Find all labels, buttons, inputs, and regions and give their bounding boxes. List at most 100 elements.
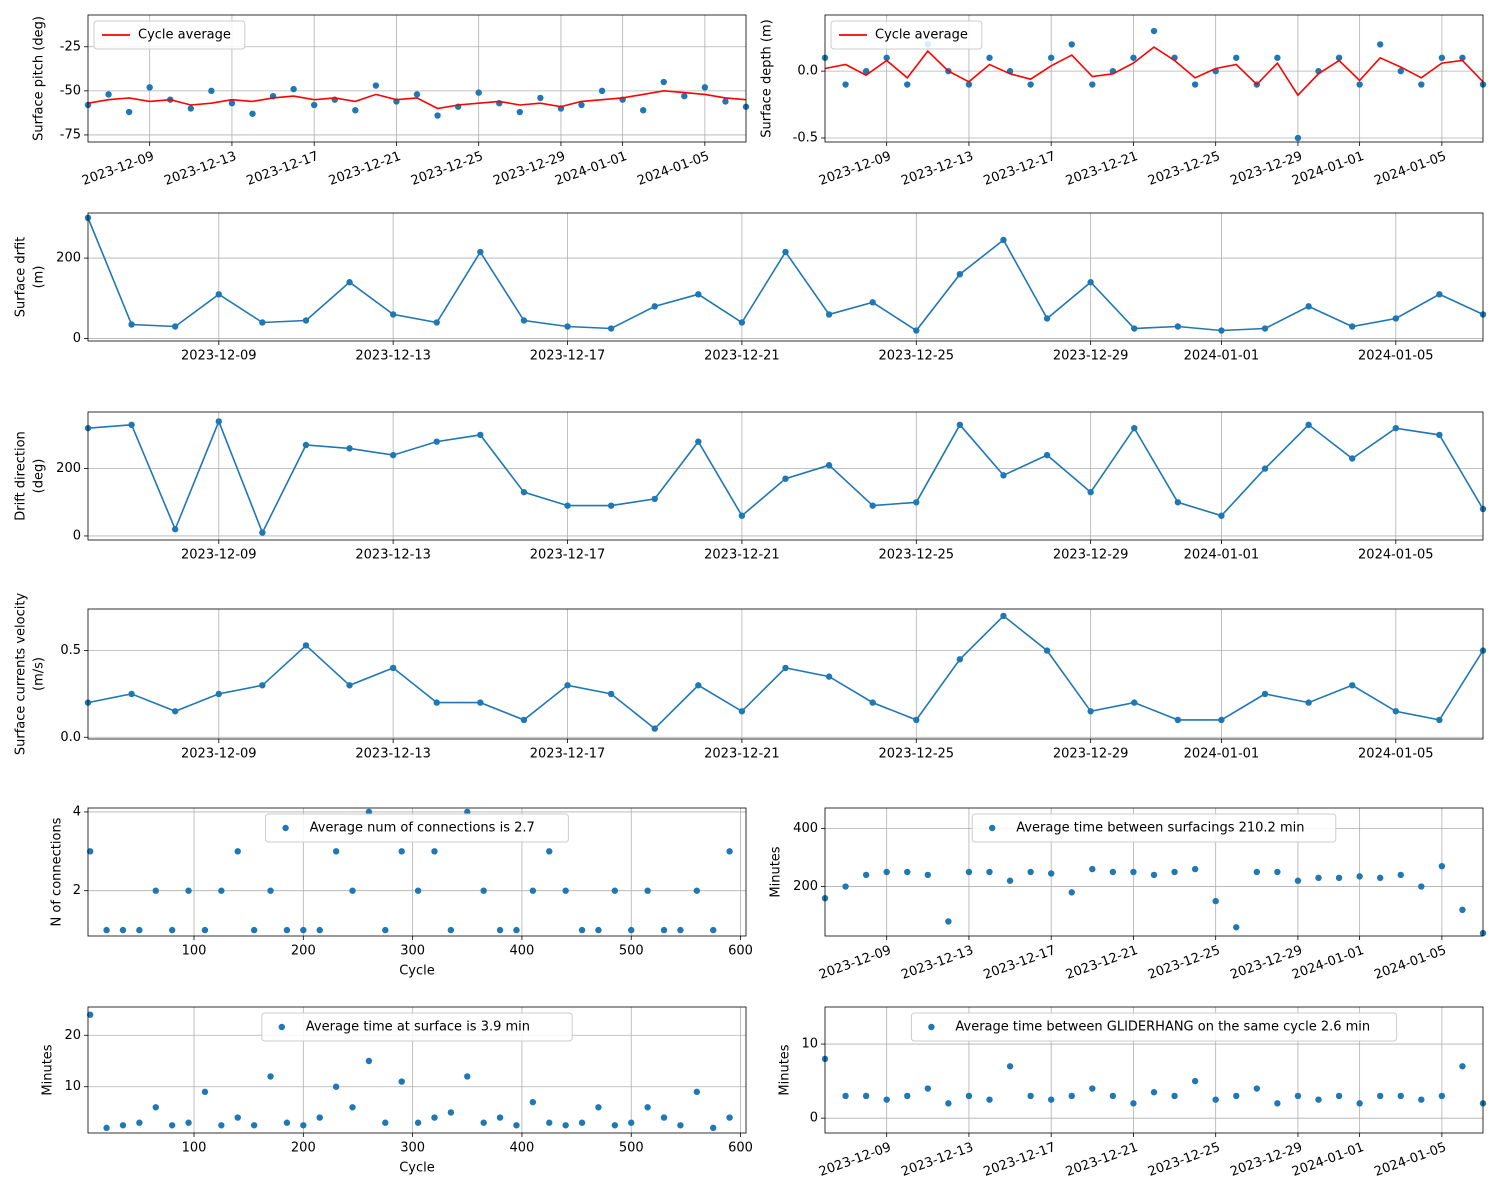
data-point: [869, 699, 876, 706]
series-line: [87, 89, 747, 110]
data-point: [310, 101, 318, 109]
data-point: [1068, 1092, 1075, 1100]
data-point: [349, 1104, 356, 1111]
x-axis-label: Cycle: [399, 964, 435, 979]
data-point: [1233, 924, 1240, 931]
data-point: [726, 1114, 733, 1121]
y-axis-label: N of connections: [50, 817, 65, 926]
x-tick-label: 2023-12-09: [181, 747, 257, 762]
data-point: [869, 502, 876, 509]
x-tick-label: 2023-12-25: [1146, 943, 1222, 983]
y-tick-label: 0.0: [60, 730, 81, 745]
legend-swatch: [282, 824, 289, 832]
data-point: [1130, 868, 1137, 876]
y-tick-label: 2: [73, 883, 81, 898]
legend-box: [261, 1012, 573, 1042]
plot-frame: [824, 807, 1484, 937]
data-point: [965, 81, 973, 88]
data-point: [259, 529, 266, 536]
y-tick-label: 20: [64, 1028, 81, 1043]
data-point: [477, 431, 484, 439]
data-point: [283, 926, 291, 934]
data-point: [924, 871, 932, 879]
data-point: [382, 1119, 389, 1126]
data-point: [125, 108, 133, 116]
data-point: [433, 699, 440, 706]
data-point: [738, 708, 746, 715]
data-point: [431, 848, 438, 855]
data-point: [103, 926, 110, 934]
x-tick-label: 500: [619, 944, 644, 959]
data-point: [564, 323, 571, 330]
data-point: [842, 81, 849, 88]
x-tick-label: 2023-12-09: [181, 548, 257, 563]
data-point: [187, 105, 195, 112]
data-point: [128, 690, 135, 698]
x-tick-label: 2023-12-21: [327, 149, 403, 189]
x-tick-label: 400: [510, 1141, 535, 1156]
data-point: [1376, 874, 1384, 882]
data-point: [352, 107, 359, 114]
data-point: [119, 926, 127, 934]
x-tick-label: 2024-01-05: [1372, 943, 1448, 983]
data-point: [1436, 716, 1443, 724]
data-point: [1397, 871, 1404, 879]
data-point: [136, 1119, 143, 1126]
data-point: [1356, 1100, 1363, 1107]
x-tick-label: 2023-12-17: [982, 149, 1058, 189]
data-point: [1047, 1096, 1055, 1103]
data-point: [152, 1104, 159, 1111]
data-point: [883, 868, 890, 876]
data-point: [1150, 1089, 1158, 1096]
data-point: [168, 926, 176, 934]
data-point: [447, 1109, 455, 1116]
data-point: [250, 926, 258, 934]
data-point: [513, 1122, 520, 1129]
data-point: [1436, 431, 1443, 439]
y-axis-label: Drift direction: [14, 431, 29, 521]
data-point: [695, 438, 702, 445]
x-tick-label: 400: [510, 944, 535, 959]
data-point: [1087, 488, 1094, 496]
data-point: [1089, 865, 1096, 873]
data-point: [639, 107, 647, 114]
data-point: [529, 1098, 537, 1106]
data-point: [595, 1104, 602, 1111]
data-point: [1436, 291, 1443, 298]
legend-swatch: [989, 824, 996, 832]
data-point: [250, 1122, 258, 1129]
data-point: [1253, 1085, 1261, 1092]
data-point: [1047, 870, 1055, 877]
data-point: [1174, 716, 1182, 724]
x-tick-label: 200: [291, 1141, 316, 1156]
data-point: [259, 319, 266, 326]
data-point: [1315, 874, 1322, 882]
data-point: [1087, 708, 1094, 715]
data-point: [1109, 1092, 1117, 1100]
data-point: [520, 317, 528, 324]
x-tick-label: 2024-01-05: [635, 149, 711, 189]
data-point: [413, 91, 421, 98]
x-tick-label: 2023-12-21: [704, 548, 780, 563]
data-point: [1171, 1092, 1178, 1100]
data-point: [1376, 1092, 1384, 1100]
x-tick-label: 2023-12-21: [1064, 943, 1140, 983]
data-point: [300, 1122, 307, 1129]
data-point: [651, 495, 658, 503]
data-point: [346, 279, 353, 286]
data-point: [1459, 54, 1466, 61]
legend-label: Cycle average: [138, 28, 231, 43]
data-point: [1087, 279, 1094, 286]
data-point: [346, 682, 353, 689]
data-point: [825, 311, 833, 318]
data-point: [904, 81, 911, 88]
data-point: [842, 1092, 849, 1100]
data-point: [496, 926, 504, 934]
x-tick-label: 2023-12-09: [817, 943, 893, 983]
data-point: [842, 883, 849, 890]
x-tick-label: 200: [291, 944, 316, 959]
y-axis-label: (m/s): [32, 657, 47, 691]
data-point: [234, 848, 241, 855]
y-tick-label: 0: [810, 1111, 818, 1126]
data-point: [228, 99, 236, 107]
